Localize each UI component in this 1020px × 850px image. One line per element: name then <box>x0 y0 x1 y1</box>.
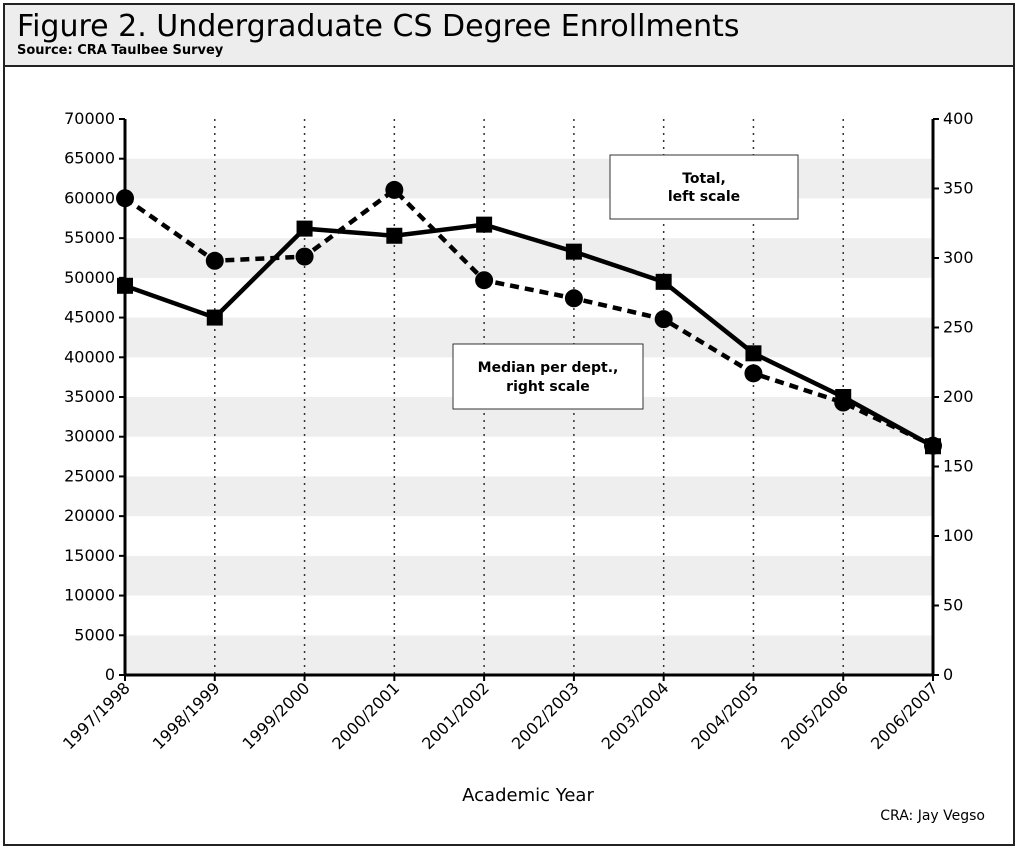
credit-text: CRA: Jay Vegso <box>880 808 985 824</box>
right-axis-ticks: 0 50 100 150 200 250 300 350 400 <box>933 109 974 684</box>
grid-band <box>125 119 933 159</box>
x-tick-label: 1999/2000 <box>239 678 314 753</box>
total-point <box>655 273 672 290</box>
grid-band <box>125 635 933 675</box>
left-tick-label: 5000 <box>74 625 115 644</box>
total-point <box>476 216 493 233</box>
left-tick-label: 25000 <box>64 466 115 485</box>
figure-title: Figure 2. Undergraduate CS Degree Enroll… <box>17 9 740 44</box>
total-point <box>206 309 223 326</box>
x-tick-label: 1997/1998 <box>59 678 134 753</box>
vertical-gridlines <box>214 119 844 675</box>
grid-band <box>125 277 933 318</box>
total-point <box>386 227 403 244</box>
right-tick-label: 200 <box>943 387 974 406</box>
left-tick-label: 20000 <box>64 506 115 525</box>
annotation-total-line2: left scale <box>668 189 740 205</box>
left-tick-label: 40000 <box>64 347 115 366</box>
median-point <box>205 251 224 270</box>
right-tick-label: 350 <box>943 179 974 198</box>
median-point <box>564 289 583 308</box>
grid-band <box>125 555 933 596</box>
x-tick-label: 2005/2006 <box>777 678 852 753</box>
grid-band <box>125 516 933 556</box>
right-tick-label: 100 <box>943 526 974 545</box>
median-point <box>385 180 404 199</box>
right-tick-label: 250 <box>943 318 974 337</box>
right-tick-label: 300 <box>943 248 974 267</box>
median-point <box>744 364 763 383</box>
total-point <box>925 438 941 455</box>
left-tick-label: 45000 <box>64 308 115 327</box>
left-tick-label: 50000 <box>64 268 115 287</box>
left-tick-label: 55000 <box>64 228 115 247</box>
annotation-median: Median per dept., right scale <box>452 343 644 410</box>
total-line <box>124 222 935 449</box>
x-tick-label: 2000/2001 <box>328 678 403 753</box>
left-tick-label: 30000 <box>64 427 115 446</box>
median-line <box>123 186 934 448</box>
right-tick-label: 400 <box>943 109 974 128</box>
left-tick-label: 70000 <box>64 109 115 128</box>
right-tick-label: 50 <box>943 596 963 615</box>
left-tick-label: 35000 <box>64 387 115 406</box>
median-point <box>116 189 134 208</box>
annotation-median-line1: Median per dept., <box>478 360 619 376</box>
grid-band <box>125 158 933 199</box>
x-axis-label: Academic Year <box>462 785 594 806</box>
grid-band <box>125 198 933 239</box>
x-tick-label: 2003/2004 <box>598 678 673 753</box>
left-tick-label: 15000 <box>64 546 115 565</box>
annotation-median-line2: right scale <box>506 379 590 395</box>
right-tick-label: 150 <box>943 457 974 476</box>
figure-header: Figure 2. Undergraduate CS Degree Enroll… <box>5 5 1013 67</box>
annotation-total: Total, left scale <box>609 154 799 220</box>
total-point <box>745 345 762 362</box>
x-tick-label: 2002/2003 <box>508 678 583 753</box>
left-tick-label: 60000 <box>64 188 115 207</box>
x-tick-label: 2006/2007 <box>867 678 942 753</box>
x-tick-label: 2004/2005 <box>687 678 762 753</box>
grid-band <box>125 436 933 477</box>
left-tick-label: 65000 <box>64 149 115 168</box>
left-axis-ticks: 0 5000 10000 15000 20000 25000 30000 35000 40000… <box>64 109 125 684</box>
total-point <box>565 243 582 260</box>
grid-band <box>125 595 933 636</box>
left-tick-label: 0 <box>105 665 115 684</box>
x-tick-label: 2001/2002 <box>418 678 493 753</box>
median-point <box>654 310 673 329</box>
annotation-total-line1: Total, <box>682 171 726 187</box>
total-point <box>117 277 133 294</box>
figure-source: Source: CRA Taulbee Survey <box>17 43 224 58</box>
series-median-per-dept <box>116 180 942 455</box>
total-point <box>835 389 852 405</box>
median-point <box>295 247 314 266</box>
total-point <box>296 220 313 237</box>
series-total <box>117 216 941 455</box>
x-tick-label: 1998/1999 <box>149 678 224 753</box>
median-point <box>475 271 494 290</box>
left-tick-label: 10000 <box>64 586 115 605</box>
x-axis-ticks: 1997/1998 1998/1999 1999/2000 2000/2001 2001… <box>59 675 942 753</box>
grid-band <box>125 476 933 517</box>
right-tick-label: 0 <box>943 665 953 684</box>
